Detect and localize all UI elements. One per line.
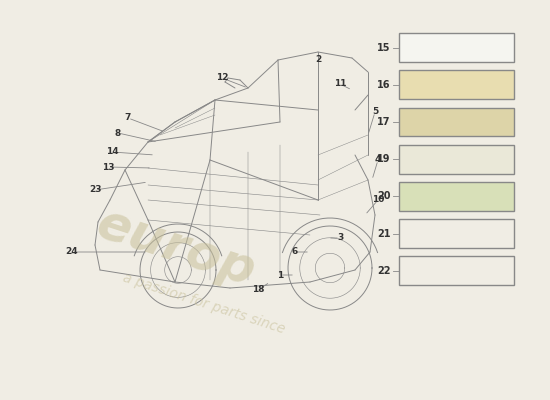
Text: europ: europ <box>91 200 261 296</box>
Text: 22: 22 <box>377 266 390 276</box>
Text: 16: 16 <box>377 80 390 90</box>
Text: 3: 3 <box>337 234 343 242</box>
Text: 23: 23 <box>89 186 101 194</box>
Text: 12: 12 <box>216 74 228 82</box>
Text: 2: 2 <box>315 56 321 64</box>
Text: 5: 5 <box>372 108 378 116</box>
Text: a passion for parts since: a passion for parts since <box>120 271 287 337</box>
Bar <box>399 182 514 211</box>
Bar <box>399 145 514 174</box>
Text: 19: 19 <box>377 154 390 164</box>
Text: 1: 1 <box>277 270 283 280</box>
Bar <box>399 108 514 136</box>
Text: 15: 15 <box>377 43 390 53</box>
Text: 14: 14 <box>106 148 118 156</box>
Text: 13: 13 <box>102 162 114 172</box>
Bar <box>399 256 514 285</box>
Text: 10: 10 <box>372 196 384 204</box>
Bar <box>399 70 514 99</box>
Bar <box>399 219 514 248</box>
Text: 20: 20 <box>377 192 390 202</box>
Text: 24: 24 <box>65 248 78 256</box>
Bar <box>399 33 514 62</box>
Text: 8: 8 <box>115 128 121 138</box>
Text: 17: 17 <box>377 117 390 127</box>
Text: 11: 11 <box>334 80 346 88</box>
Text: 7: 7 <box>125 114 131 122</box>
Text: 18: 18 <box>252 286 264 294</box>
Text: 4: 4 <box>375 156 381 164</box>
Text: 21: 21 <box>377 228 390 238</box>
Text: 6: 6 <box>292 248 298 256</box>
